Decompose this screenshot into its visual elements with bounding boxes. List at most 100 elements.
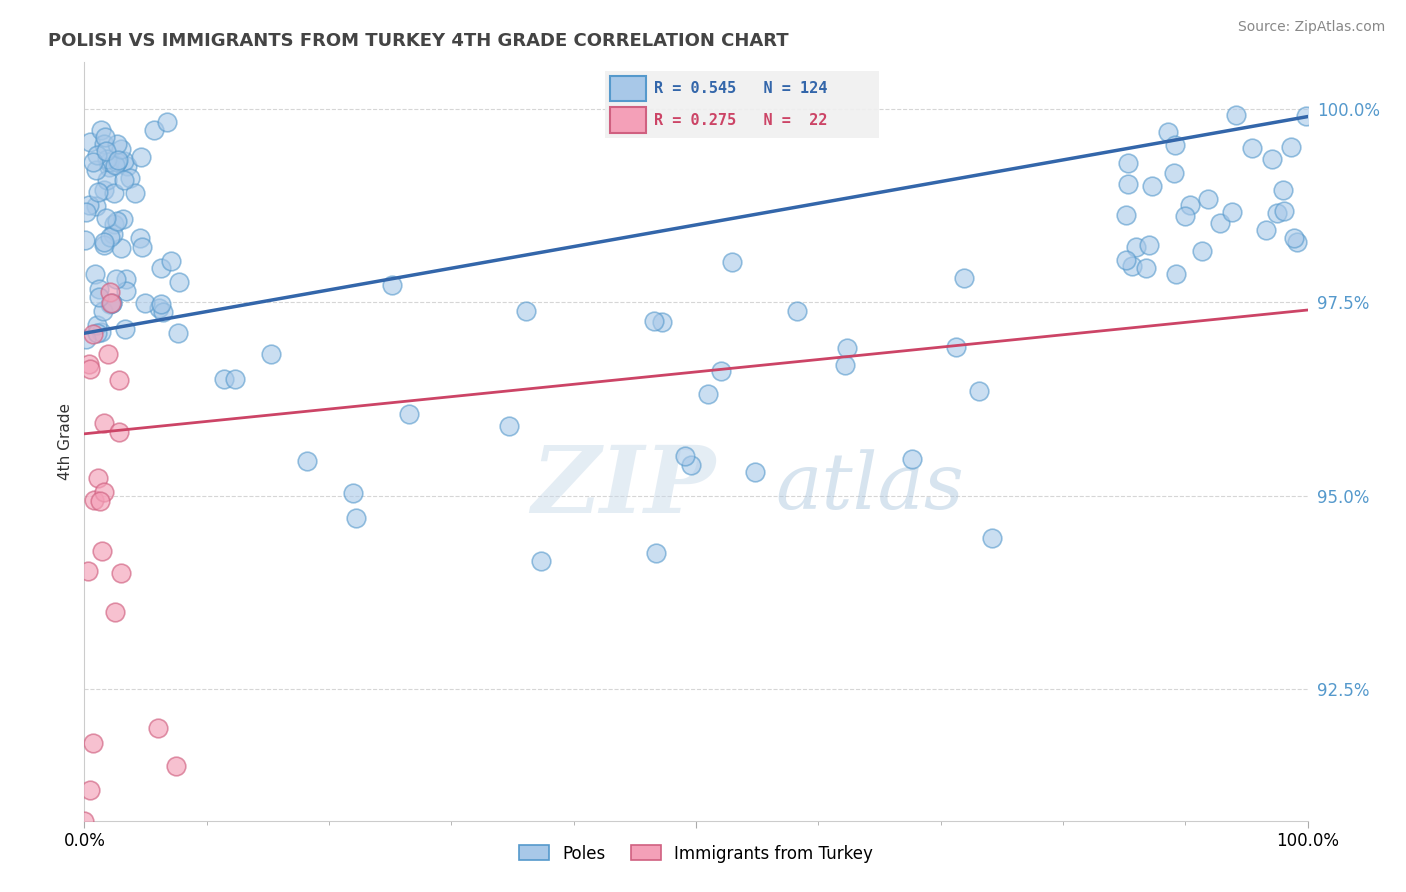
Point [89, 290, 111, 304]
Point [86, 199, 108, 213]
Point [152, 305, 174, 319]
Point [644, 546, 666, 560]
Point [696, 387, 718, 401]
Point [98, 285, 121, 299]
Point [1163, 166, 1185, 180]
Point [79, 361, 101, 376]
Point [1261, 153, 1284, 167]
Point [90, 123, 112, 137]
Point [981, 532, 1004, 546]
Point [1222, 204, 1244, 219]
Point [110, 142, 132, 156]
Point [515, 303, 537, 318]
Point [1282, 230, 1305, 244]
Point [901, 451, 924, 466]
Point [1197, 192, 1219, 206]
Point [1279, 139, 1302, 153]
Point [1157, 125, 1180, 139]
Point [1225, 108, 1247, 122]
Point [1285, 235, 1308, 250]
Point [710, 364, 733, 378]
Point [75, 332, 97, 346]
Point [165, 759, 187, 773]
Point [169, 275, 191, 289]
Point [77, 357, 100, 371]
Point [1135, 261, 1157, 276]
Point [97, 346, 120, 360]
Point [129, 230, 152, 244]
Point [91, 543, 114, 558]
Point [89, 494, 111, 508]
Point [79, 782, 101, 797]
Point [673, 449, 696, 463]
Point [110, 241, 132, 255]
Point [83, 493, 105, 508]
Point [105, 137, 128, 152]
Point [93, 238, 115, 252]
Text: atlas: atlas [776, 449, 965, 525]
Point [835, 341, 858, 355]
Point [86, 326, 108, 340]
Point [1265, 206, 1288, 220]
Point [398, 407, 420, 421]
Point [93, 137, 115, 152]
Point [1295, 109, 1317, 123]
Point [1272, 183, 1295, 197]
Point [93, 484, 115, 499]
Point [295, 454, 318, 468]
Point [118, 170, 141, 185]
Point [381, 278, 404, 293]
Point [498, 419, 520, 434]
Point [110, 566, 132, 580]
Point [112, 172, 135, 186]
Point [103, 217, 125, 231]
Point [84, 163, 107, 178]
Point [112, 212, 135, 227]
Point [73, 234, 96, 248]
Point [94, 130, 117, 145]
Point [82, 155, 104, 169]
Point [86, 185, 108, 199]
Point [342, 486, 364, 500]
Point [93, 417, 115, 431]
Point [104, 158, 127, 172]
Point [87, 470, 110, 484]
Point [134, 296, 156, 310]
Point [105, 155, 128, 169]
Point [967, 384, 990, 398]
Point [105, 214, 128, 228]
Point [212, 372, 235, 386]
Point [260, 347, 283, 361]
Point [87, 282, 110, 296]
Point [952, 271, 974, 285]
Point [1121, 260, 1143, 274]
Point [129, 150, 152, 164]
Point [651, 315, 673, 329]
Point [82, 736, 104, 750]
Point [114, 272, 136, 286]
Point [160, 253, 183, 268]
Point [721, 254, 744, 268]
Point [148, 301, 170, 315]
Point [1118, 177, 1140, 191]
Text: POLISH VS IMMIGRANTS FROM TURKEY 4TH GRADE CORRELATION CHART: POLISH VS IMMIGRANTS FROM TURKEY 4TH GRA… [48, 32, 789, 50]
Point [149, 297, 172, 311]
Text: R = 0.545   N = 124: R = 0.545 N = 124 [654, 81, 827, 96]
Point [1115, 253, 1137, 268]
Point [166, 326, 188, 341]
Point [1118, 156, 1140, 170]
Legend: Poles, Immigrants from Turkey: Poles, Immigrants from Turkey [512, 838, 880, 869]
Point [1115, 208, 1137, 222]
Point [131, 240, 153, 254]
Point [86, 318, 108, 333]
Point [142, 122, 165, 136]
Point [530, 554, 553, 568]
Point [1240, 141, 1263, 155]
Point [643, 314, 665, 328]
Point [90, 325, 112, 339]
Point [1254, 223, 1277, 237]
Bar [610, 108, 645, 133]
Point [77, 197, 100, 211]
Point [834, 358, 856, 372]
Point [107, 153, 129, 167]
